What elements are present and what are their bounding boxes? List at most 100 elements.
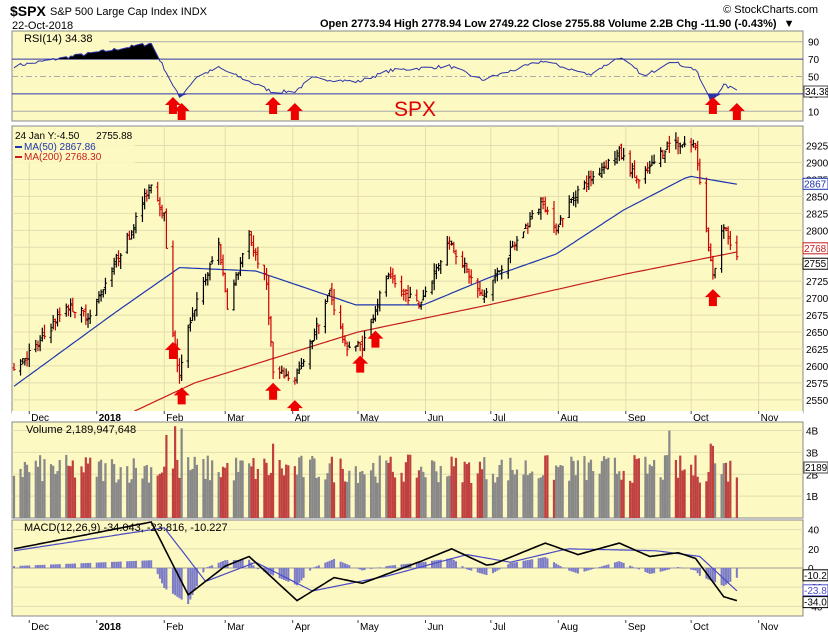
macd-histogram-bar <box>629 565 632 568</box>
macd-last-boxes: -10.2 -23.8-34.0 <box>802 569 828 609</box>
price-bar <box>378 290 382 312</box>
volume-panel: Volume 2,189,947,648 4B 3B 2B 1B 2189 <box>11 421 828 519</box>
price-bar <box>88 309 92 325</box>
volume-bar <box>174 426 177 518</box>
price-bar <box>391 268 395 284</box>
price-bar <box>439 259 443 274</box>
dropdown-icon[interactable]: ▼ <box>783 18 795 30</box>
macd-x-axis-label-3: Mar <box>227 622 245 633</box>
spx-annotation: SPX <box>394 98 436 121</box>
rsi-tick-50: 50 <box>808 73 820 84</box>
macd-histogram-bar <box>315 566 318 568</box>
volume-bar <box>722 463 725 518</box>
macd-x-axis-label-9: Sep <box>628 622 646 633</box>
volume-bar <box>363 474 366 518</box>
volume-bar <box>315 477 318 518</box>
stockcharts-logo: © StockCharts.com <box>723 4 818 16</box>
price-bar <box>591 170 595 185</box>
macd-x-axis-label-4: Apr <box>295 622 311 633</box>
macd-histogram-bar <box>58 564 61 568</box>
price-tick-2900: 2900 <box>806 159 828 170</box>
volume-bar <box>234 457 238 518</box>
volume-bar <box>67 465 70 518</box>
macd-x-axis: Dec 2018 Feb Mar Apr May Jun Jul Aug Sep Oct Nov <box>12 620 803 633</box>
volume-bar <box>406 454 410 518</box>
macd-x-axis-label-10: Oct <box>693 622 709 633</box>
price-bar <box>177 358 182 384</box>
volume-bar <box>147 482 151 518</box>
volume-bar <box>113 464 116 518</box>
price-bar <box>628 150 632 177</box>
price-tick-2825: 2825 <box>806 209 828 220</box>
macd-histogram-bar <box>102 562 105 568</box>
volume-bar <box>28 472 31 518</box>
macd-histogram-bar <box>598 566 601 568</box>
volume-bar <box>293 466 296 518</box>
ma50-line <box>13 175 737 387</box>
volume-bar <box>211 460 214 518</box>
macd-histogram-bar <box>287 568 290 582</box>
macd-histogram-bar <box>417 562 420 568</box>
macd-histogram-bar <box>529 559 532 568</box>
macd-histogram-bar <box>73 563 76 568</box>
volume-bar <box>287 465 290 518</box>
rsi-tick-90: 90 <box>808 38 820 49</box>
price-bar <box>210 256 214 265</box>
volume-bar <box>683 469 686 518</box>
macd-histogram-bar <box>326 561 329 568</box>
price-tick-2800: 2800 <box>806 226 828 237</box>
macd-histogram-bar <box>724 568 727 585</box>
volume-bar <box>54 473 57 518</box>
macd-histogram-bar <box>41 564 44 568</box>
volume-bar <box>202 459 205 518</box>
macd-histogram-bar <box>481 568 484 574</box>
macd-histogram-bar <box>97 562 100 568</box>
volume-bar <box>541 475 545 518</box>
price-x-axis: Dec 2018 Feb Mar Apr May Jun Jul Aug Sep Oct Nov <box>12 411 803 424</box>
support-arrow-6 <box>704 289 721 307</box>
volume-bar <box>369 470 373 518</box>
price-bar <box>358 341 362 352</box>
macd-histogram-bar <box>616 561 619 568</box>
price-bar <box>225 288 229 310</box>
price-bar <box>360 335 364 358</box>
volume-bar <box>448 475 451 518</box>
macd-last-box-1 <box>802 584 828 597</box>
price-bar <box>698 158 702 185</box>
price-bar <box>238 257 243 277</box>
price-bar <box>659 147 663 168</box>
macd-histogram-bar <box>727 568 730 584</box>
volume-bar <box>400 472 403 518</box>
price-bar <box>726 226 730 245</box>
volume-bar <box>97 461 101 518</box>
macd-histogram-bar <box>439 559 442 568</box>
price-bar <box>574 190 578 208</box>
price-bar <box>645 162 650 174</box>
price-x-axis-label-1: 2018 <box>99 413 122 424</box>
macd-histogram-bar <box>141 560 144 568</box>
volume-bar <box>195 464 198 518</box>
price-bar <box>286 371 290 381</box>
volume-bar <box>481 469 484 518</box>
price-bar <box>36 340 40 352</box>
volume-bar <box>226 462 229 518</box>
price-x-axis-label-5: May <box>360 413 379 424</box>
volume-tick-1B: 1B <box>806 492 819 503</box>
macd-histogram-bar <box>21 565 24 568</box>
macd-histogram-bar <box>95 562 98 568</box>
price-bar <box>643 166 648 184</box>
macd-histogram-bar <box>357 568 360 569</box>
macd-x-axis-label-7: Jul <box>493 622 506 633</box>
volume-bar <box>387 462 390 518</box>
macd-histogram-bar <box>385 566 388 568</box>
macd-histogram-bar <box>161 568 164 584</box>
volume-bar <box>39 455 42 518</box>
volume-bar <box>729 460 732 518</box>
price-bar <box>347 341 351 349</box>
volume-bar <box>317 476 320 518</box>
price-bar <box>569 198 573 204</box>
price-bar <box>567 195 571 219</box>
price-x-axis-bg <box>12 411 803 424</box>
price-bar <box>384 275 388 297</box>
